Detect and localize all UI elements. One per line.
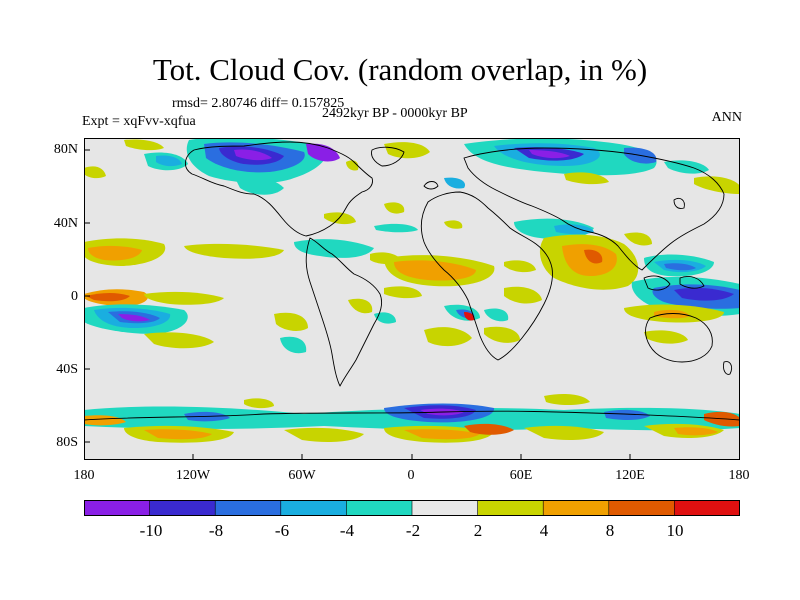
colorbar-swatch-3 bbox=[280, 500, 348, 516]
greenland-outline bbox=[371, 146, 405, 167]
colorbar-swatch-4 bbox=[346, 500, 413, 516]
colorbar-label-neg4: -4 bbox=[339, 521, 355, 540]
colorbar-label-2: 2 bbox=[473, 521, 483, 540]
lat-tick-40n: 40N bbox=[53, 216, 78, 231]
lat-tick-80s: 80S bbox=[56, 435, 78, 450]
lon-tick-180w: 180 bbox=[73, 468, 95, 483]
eurasia-outline bbox=[463, 147, 725, 271]
colorbar-swatch-0 bbox=[84, 500, 151, 516]
colorbar-swatch-1 bbox=[149, 500, 216, 516]
lon-tick-120e: 120E bbox=[615, 468, 645, 483]
lon-tick-120w: 120W bbox=[175, 468, 211, 483]
colorbar bbox=[84, 500, 740, 516]
lon-tick-60w: 60W bbox=[288, 468, 316, 483]
colorbar-label-neg2: -2 bbox=[405, 521, 421, 540]
new-zealand-outline bbox=[723, 361, 733, 375]
colorbar-label-10: 10 bbox=[666, 521, 684, 540]
lat-tick-80n: 80N bbox=[53, 142, 78, 157]
colorbar-swatch-5 bbox=[411, 500, 479, 516]
season-line: ANN bbox=[711, 110, 742, 125]
lat-tick-40s: 40S bbox=[56, 362, 78, 377]
lon-tick-60e: 60E bbox=[509, 468, 533, 483]
colorbar-label-neg8: -8 bbox=[208, 521, 224, 540]
uk-outline bbox=[423, 181, 439, 190]
experiment-line: Expt = xqFvv-xqfua bbox=[82, 114, 196, 129]
colorbar-label-8: 8 bbox=[605, 521, 615, 540]
colorbar-swatch-6 bbox=[477, 500, 545, 516]
cloud-cover-map bbox=[84, 138, 740, 460]
colorbar-swatch-9 bbox=[674, 500, 740, 516]
lon-tick-0: 0 bbox=[407, 468, 415, 483]
colorbar-swatch-8 bbox=[608, 500, 676, 516]
colorbar-label-4: 4 bbox=[539, 521, 549, 540]
colorbar-swatch-7 bbox=[542, 500, 610, 516]
colorbar-label-neg6: -6 bbox=[274, 521, 290, 540]
australia-outline bbox=[645, 313, 713, 363]
coastlines bbox=[84, 141, 740, 421]
period-line: 2492kyr BP - 0000kyr BP bbox=[322, 106, 468, 121]
antarctica-outline bbox=[84, 410, 740, 421]
lat-tick-0: 0 bbox=[71, 289, 78, 304]
japan-outline bbox=[673, 197, 685, 209]
stats-line: rmsd= 2.80746 diff= 0.157825 bbox=[172, 96, 345, 111]
indonesia-outline bbox=[643, 275, 705, 291]
map-title: Tot. Cloud Cov. (random overlap, in %) bbox=[152, 52, 648, 87]
lon-tick-180e: 180 bbox=[728, 468, 750, 483]
colorbar-label-neg10: -10 bbox=[139, 521, 163, 540]
map-ticks bbox=[84, 149, 631, 460]
south-america-outline bbox=[305, 237, 383, 387]
colorbar-swatch-2 bbox=[214, 500, 282, 516]
north-america-outline bbox=[185, 141, 373, 237]
africa-europe-outline bbox=[420, 191, 553, 361]
